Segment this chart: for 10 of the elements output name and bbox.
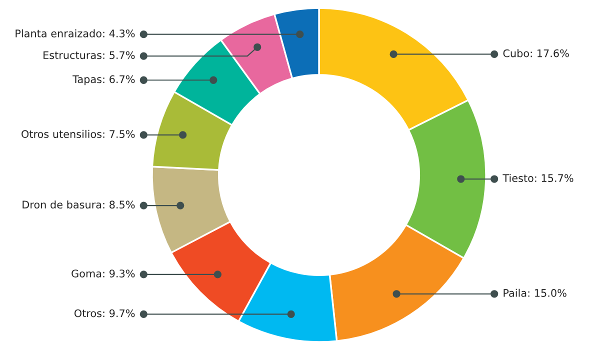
slice-label: Dron de basura: 8.5% (22, 200, 135, 209)
slice-label: Planta enraizado: 4.3% (16, 29, 135, 38)
slice-label: Paila: 15.0% (504, 288, 566, 297)
slice-label: Tiesto: 15.7% (502, 174, 574, 182)
slice-label: Tapas: 6.7% (72, 75, 135, 86)
slice-label: Cubo: 17.6% (503, 49, 569, 58)
slice-label: Goma: 9.3% (72, 270, 135, 278)
slice-label: Estructuras: 5.7% (44, 51, 135, 60)
slice-label: Otros utensilios: 7.5% (22, 130, 135, 138)
slice-label: Otros: 9.7% (74, 309, 135, 318)
